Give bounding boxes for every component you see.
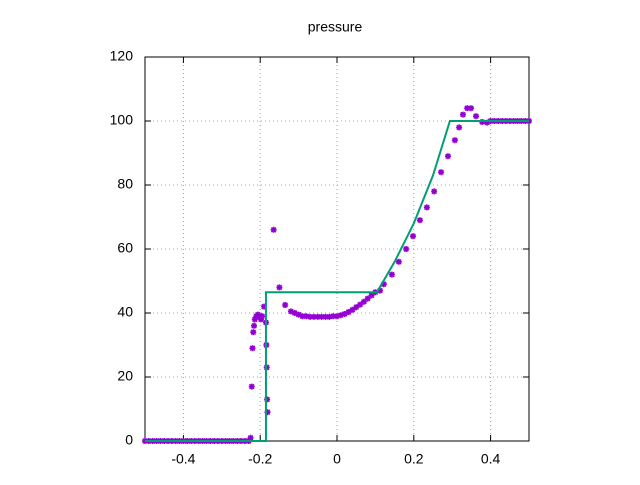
point	[295, 311, 302, 318]
x-tick-label: -0.4	[171, 451, 195, 467]
point	[251, 322, 258, 329]
x-tick-label: 0.4	[481, 451, 501, 467]
point	[431, 188, 438, 195]
point	[484, 119, 491, 126]
point	[360, 298, 367, 305]
line	[145, 120, 529, 442]
point	[464, 105, 471, 112]
point	[270, 226, 277, 233]
chart-title: pressure	[308, 19, 363, 35]
point	[349, 306, 356, 313]
point	[377, 287, 384, 294]
point	[353, 304, 360, 311]
y-tick-label: 40	[117, 304, 133, 320]
point	[468, 105, 475, 112]
point	[444, 153, 451, 160]
point	[282, 302, 289, 308]
point	[259, 313, 266, 320]
point	[451, 137, 458, 144]
y-tick-label: 0	[125, 432, 133, 448]
y-tick-label: 20	[117, 368, 133, 384]
point	[473, 113, 480, 120]
point	[287, 308, 294, 315]
point	[334, 313, 340, 320]
point	[438, 169, 445, 176]
point	[250, 329, 257, 336]
point	[380, 281, 387, 288]
point	[423, 204, 430, 211]
point	[264, 409, 271, 416]
point	[291, 310, 298, 316]
point	[345, 309, 352, 316]
point	[459, 111, 466, 118]
x-tick-label: 0.2	[404, 451, 424, 467]
point	[357, 301, 364, 308]
point	[326, 313, 333, 320]
point	[322, 313, 329, 320]
point	[276, 284, 283, 291]
point	[330, 313, 337, 320]
point	[456, 124, 463, 131]
point	[368, 292, 375, 299]
point	[310, 313, 317, 320]
point	[251, 316, 258, 323]
point	[341, 310, 348, 317]
point	[416, 217, 423, 224]
point	[395, 258, 402, 265]
point	[247, 434, 254, 441]
y-tick-label: 80	[117, 176, 133, 192]
point	[410, 233, 417, 240]
point	[337, 312, 344, 319]
plot-frame	[144, 56, 530, 442]
point	[318, 313, 325, 320]
point	[307, 313, 314, 320]
point	[249, 345, 256, 352]
point	[264, 396, 271, 403]
point	[299, 313, 306, 320]
point	[248, 383, 255, 390]
point	[261, 303, 268, 310]
point	[364, 295, 371, 302]
x-tick-label: -0.2	[248, 451, 272, 467]
y-tick-label: 100	[110, 112, 134, 128]
x-tick-label: 0	[333, 451, 341, 467]
point	[257, 316, 264, 323]
point	[303, 313, 310, 320]
y-tick-label: 60	[117, 240, 133, 256]
point	[403, 246, 410, 252]
y-tick-label: 120	[110, 48, 134, 64]
point	[388, 271, 395, 278]
point	[314, 313, 321, 320]
